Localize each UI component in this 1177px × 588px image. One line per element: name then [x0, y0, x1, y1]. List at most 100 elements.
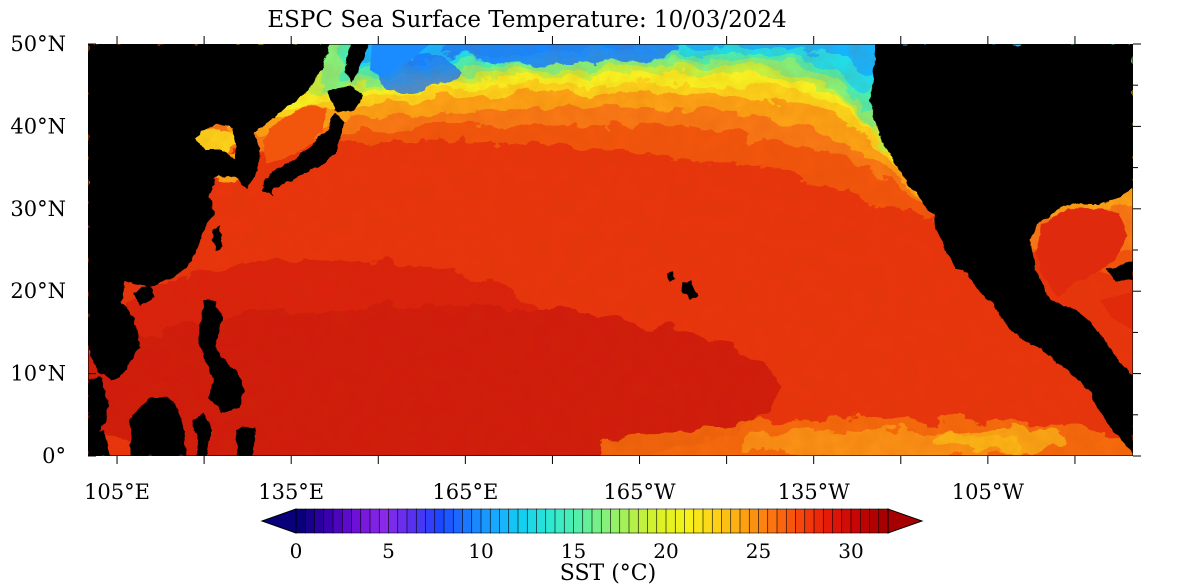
colorbar-segment	[554, 508, 565, 534]
colorbar-segment	[471, 508, 482, 534]
colorbar-segment	[499, 508, 510, 534]
lat-tick-label: 50°N	[10, 32, 66, 56]
colorbar-segment	[628, 508, 639, 534]
colorbar-segment	[832, 508, 843, 534]
new-guinea	[236, 426, 256, 456]
colorbar-segment	[360, 508, 371, 534]
colorbar-label: SST (°C)	[560, 561, 656, 586]
colorbar-segment	[526, 508, 538, 534]
lat-tick-label: 20°N	[10, 279, 66, 303]
colorbar-segment	[600, 508, 612, 534]
borneo	[130, 396, 186, 456]
colorbar-segment	[582, 508, 593, 534]
colorbar-segment	[776, 508, 787, 534]
colorbar-segment	[397, 508, 408, 534]
colorbar-segment	[813, 508, 824, 534]
sea-of-japan	[262, 104, 326, 164]
lon-tick-label: 165°E	[432, 480, 498, 504]
colorbar-segment	[859, 508, 871, 534]
lat-tick-label: 10°N	[10, 362, 66, 386]
colorbar-segment	[758, 508, 769, 534]
colorbar-segment	[545, 508, 556, 534]
colorbar-segment	[351, 508, 362, 534]
colorbar-segment	[822, 508, 834, 534]
colorbar-segment	[508, 508, 519, 534]
colorbar-tick-label: 30	[838, 539, 863, 563]
colorbar-segment	[304, 508, 316, 534]
caribbean-sea	[1100, 292, 1133, 330]
colorbar-segment	[730, 508, 741, 534]
lat-tick-label: 40°N	[10, 114, 66, 138]
colorbar-segment	[415, 508, 427, 534]
taiwan	[212, 226, 222, 250]
korean-peninsula	[232, 128, 260, 188]
colorbar-segment	[702, 508, 713, 534]
baja-california	[930, 198, 966, 270]
colorbar-tick-label: 25	[746, 539, 771, 563]
colorbar-segment	[619, 508, 630, 534]
colorbar-segment	[878, 508, 889, 534]
colorbar-segment	[489, 508, 501, 534]
colorbar-tick-label: 0	[290, 539, 303, 563]
colorbar-segment	[647, 508, 658, 534]
colorbar-segment	[684, 508, 695, 534]
colorbar-segment	[841, 508, 852, 534]
colorbar-segment	[462, 508, 473, 534]
land-masses	[88, 44, 1133, 456]
hokkaido	[328, 86, 364, 112]
sakhalin	[344, 44, 368, 82]
colorbar-segment	[452, 508, 464, 534]
colorbar-segment	[314, 508, 325, 534]
colorbar-segment	[656, 508, 667, 534]
colorbar-segment	[795, 508, 806, 534]
colorbar-segment	[295, 508, 306, 534]
colorbar-segment	[804, 508, 815, 534]
colorbar-segment	[563, 508, 575, 534]
colorbar-segment	[517, 508, 528, 534]
colorbar-segment	[443, 508, 454, 534]
hainan	[134, 284, 154, 306]
colorbar-tick-label: 15	[561, 539, 586, 563]
colorbar-segment	[721, 508, 732, 534]
colorbar-segment	[739, 508, 750, 534]
lon-tick-label: 105°W	[952, 480, 1025, 504]
colorbar-tick-label: 5	[382, 539, 395, 563]
colorbar-tick-label: 20	[653, 539, 678, 563]
longitude-axis: 105°E 135°E 165°E 165°W 135°W 105°W	[84, 36, 1076, 504]
colorbar-tick-label: 10	[468, 539, 493, 563]
colorbar-segment	[674, 508, 686, 534]
colorbar-segment	[573, 508, 584, 534]
colorbar-segment	[693, 508, 704, 534]
lat-tick-label: 0°	[42, 444, 66, 468]
colorbar-segment	[425, 508, 436, 534]
latitude-axis: 50°N 40°N 30°N 20°N 10°N 0°	[10, 32, 1141, 468]
sulawesi	[192, 414, 212, 456]
lon-tick-label: 135°W	[778, 480, 851, 504]
colorbar-segment	[378, 508, 390, 534]
colorbar-segment	[369, 508, 380, 534]
map-title: ESPC Sea Surface Temperature: 10/03/2024	[267, 7, 786, 33]
colorbar-segment	[434, 508, 445, 534]
colorbar-max-arrow	[887, 508, 924, 534]
japan-honshu	[262, 112, 344, 190]
colorbar-segment	[388, 508, 399, 534]
colorbar-segment	[610, 508, 621, 534]
colorbar-segment	[869, 508, 880, 534]
colorbar	[260, 508, 924, 534]
indochina-south	[88, 376, 108, 440]
colorbar-segment	[591, 508, 602, 534]
colorbar-min-arrow	[260, 508, 297, 534]
colorbar-segment	[536, 508, 547, 534]
colorbar-segment	[406, 508, 417, 534]
colorbar-segment	[785, 508, 797, 534]
sea-of-okhotsk	[370, 44, 430, 78]
colorbar-segment	[665, 508, 676, 534]
north-america	[870, 44, 1133, 456]
asia-mainland	[88, 44, 330, 382]
sumatra	[88, 430, 110, 456]
lon-tick-label: 135°E	[258, 480, 324, 504]
colorbar-segment	[748, 508, 760, 534]
colorbar-segment	[341, 508, 353, 534]
colorbar-segment	[767, 508, 778, 534]
